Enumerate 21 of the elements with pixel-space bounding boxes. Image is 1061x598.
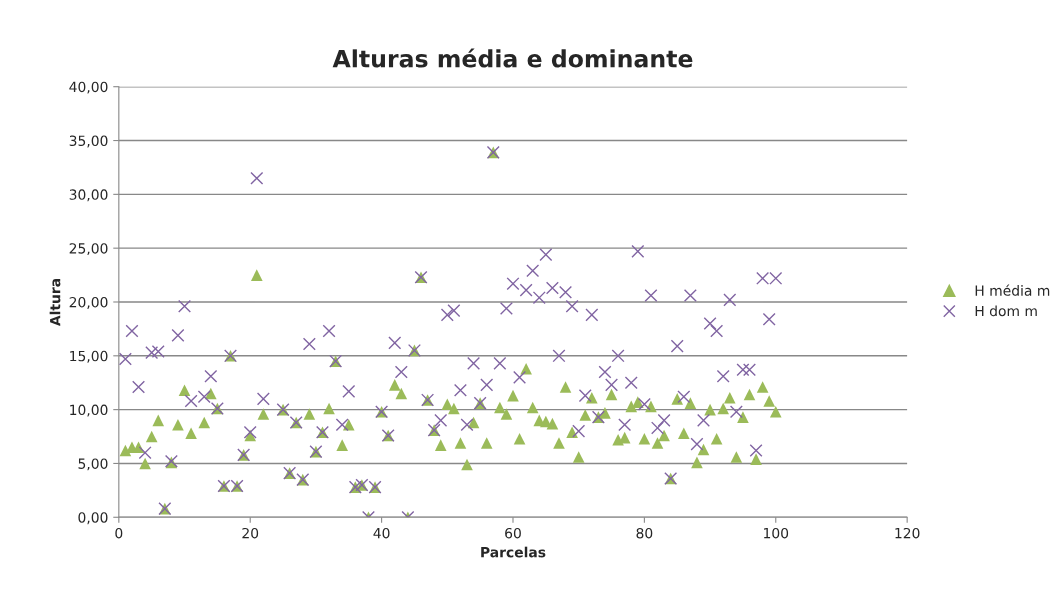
y-tick-label: 40,00 bbox=[69, 81, 108, 94]
y-tick-label: 30,00 bbox=[69, 189, 108, 202]
legend-label: H média m bbox=[975, 284, 1050, 296]
y-axis-title: Altura bbox=[49, 278, 61, 327]
y-tick-label: 35,00 bbox=[69, 135, 108, 148]
x-tick-label: 120 bbox=[895, 527, 920, 539]
x-tick-label: 20 bbox=[242, 527, 259, 539]
y-tick-label: 0,00 bbox=[78, 512, 108, 525]
x-tick-label: 80 bbox=[636, 527, 653, 539]
chart-title: Alturas média e dominante bbox=[332, 48, 693, 68]
y-tick-label: 25,00 bbox=[69, 243, 108, 256]
x-tick-label: 100 bbox=[764, 527, 789, 539]
x-tick-label: 60 bbox=[505, 527, 521, 539]
legend-label: H dom m bbox=[975, 305, 1037, 317]
y-tick-label: 20,00 bbox=[69, 296, 108, 309]
x-tick-label: 0 bbox=[115, 527, 123, 539]
y-tick-label: 15,00 bbox=[70, 350, 108, 363]
x-axis-title: Parcelas bbox=[481, 546, 546, 558]
x-tick-label: 40 bbox=[373, 527, 390, 539]
y-tick-label: 10,00 bbox=[70, 404, 108, 417]
y-tick-label: 5,00 bbox=[78, 458, 108, 471]
